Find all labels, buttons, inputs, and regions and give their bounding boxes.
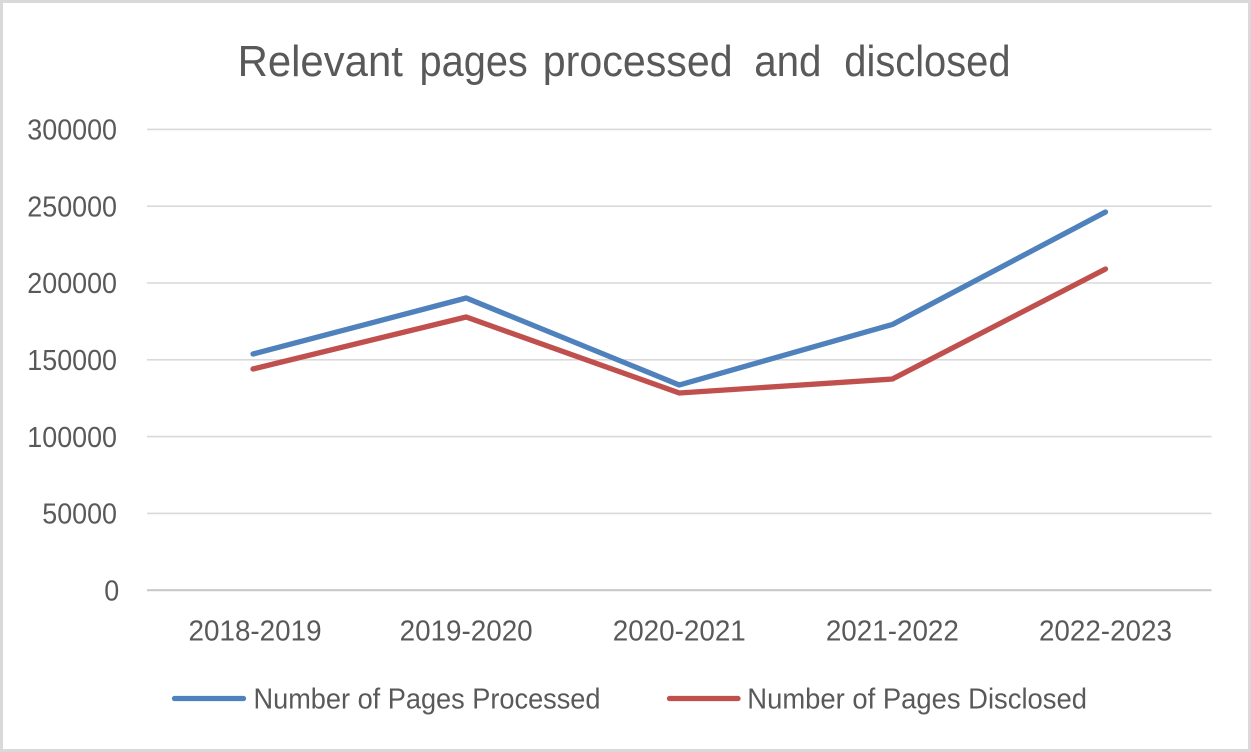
svg-text:2019-2020: 2019-2020 — [400, 615, 533, 647]
svg-text:processed: processed — [543, 37, 733, 86]
svg-text:and: and — [754, 37, 821, 86]
svg-text:Number of Pages Disclosed: Number of Pages Disclosed — [747, 683, 1087, 715]
svg-text:Number of Pages Processed: Number of Pages Processed — [254, 683, 601, 715]
svg-text:200000: 200000 — [27, 268, 117, 300]
svg-text:2021-2022: 2021-2022 — [826, 615, 959, 647]
svg-text:2018-2019: 2018-2019 — [189, 615, 322, 647]
svg-text:2022-2023: 2022-2023 — [1039, 615, 1172, 647]
svg-text:50000: 50000 — [42, 499, 117, 531]
svg-text:0: 0 — [104, 575, 119, 607]
svg-text:250000: 250000 — [27, 191, 117, 223]
svg-text:2020-2021: 2020-2021 — [613, 615, 746, 647]
svg-text:disclosed: disclosed — [844, 37, 1010, 86]
svg-text:300000: 300000 — [27, 115, 117, 147]
svg-text:pages: pages — [420, 37, 528, 86]
svg-text:150000: 150000 — [27, 345, 117, 377]
svg-text:Relevant: Relevant — [238, 37, 403, 86]
svg-text:100000: 100000 — [27, 422, 117, 454]
